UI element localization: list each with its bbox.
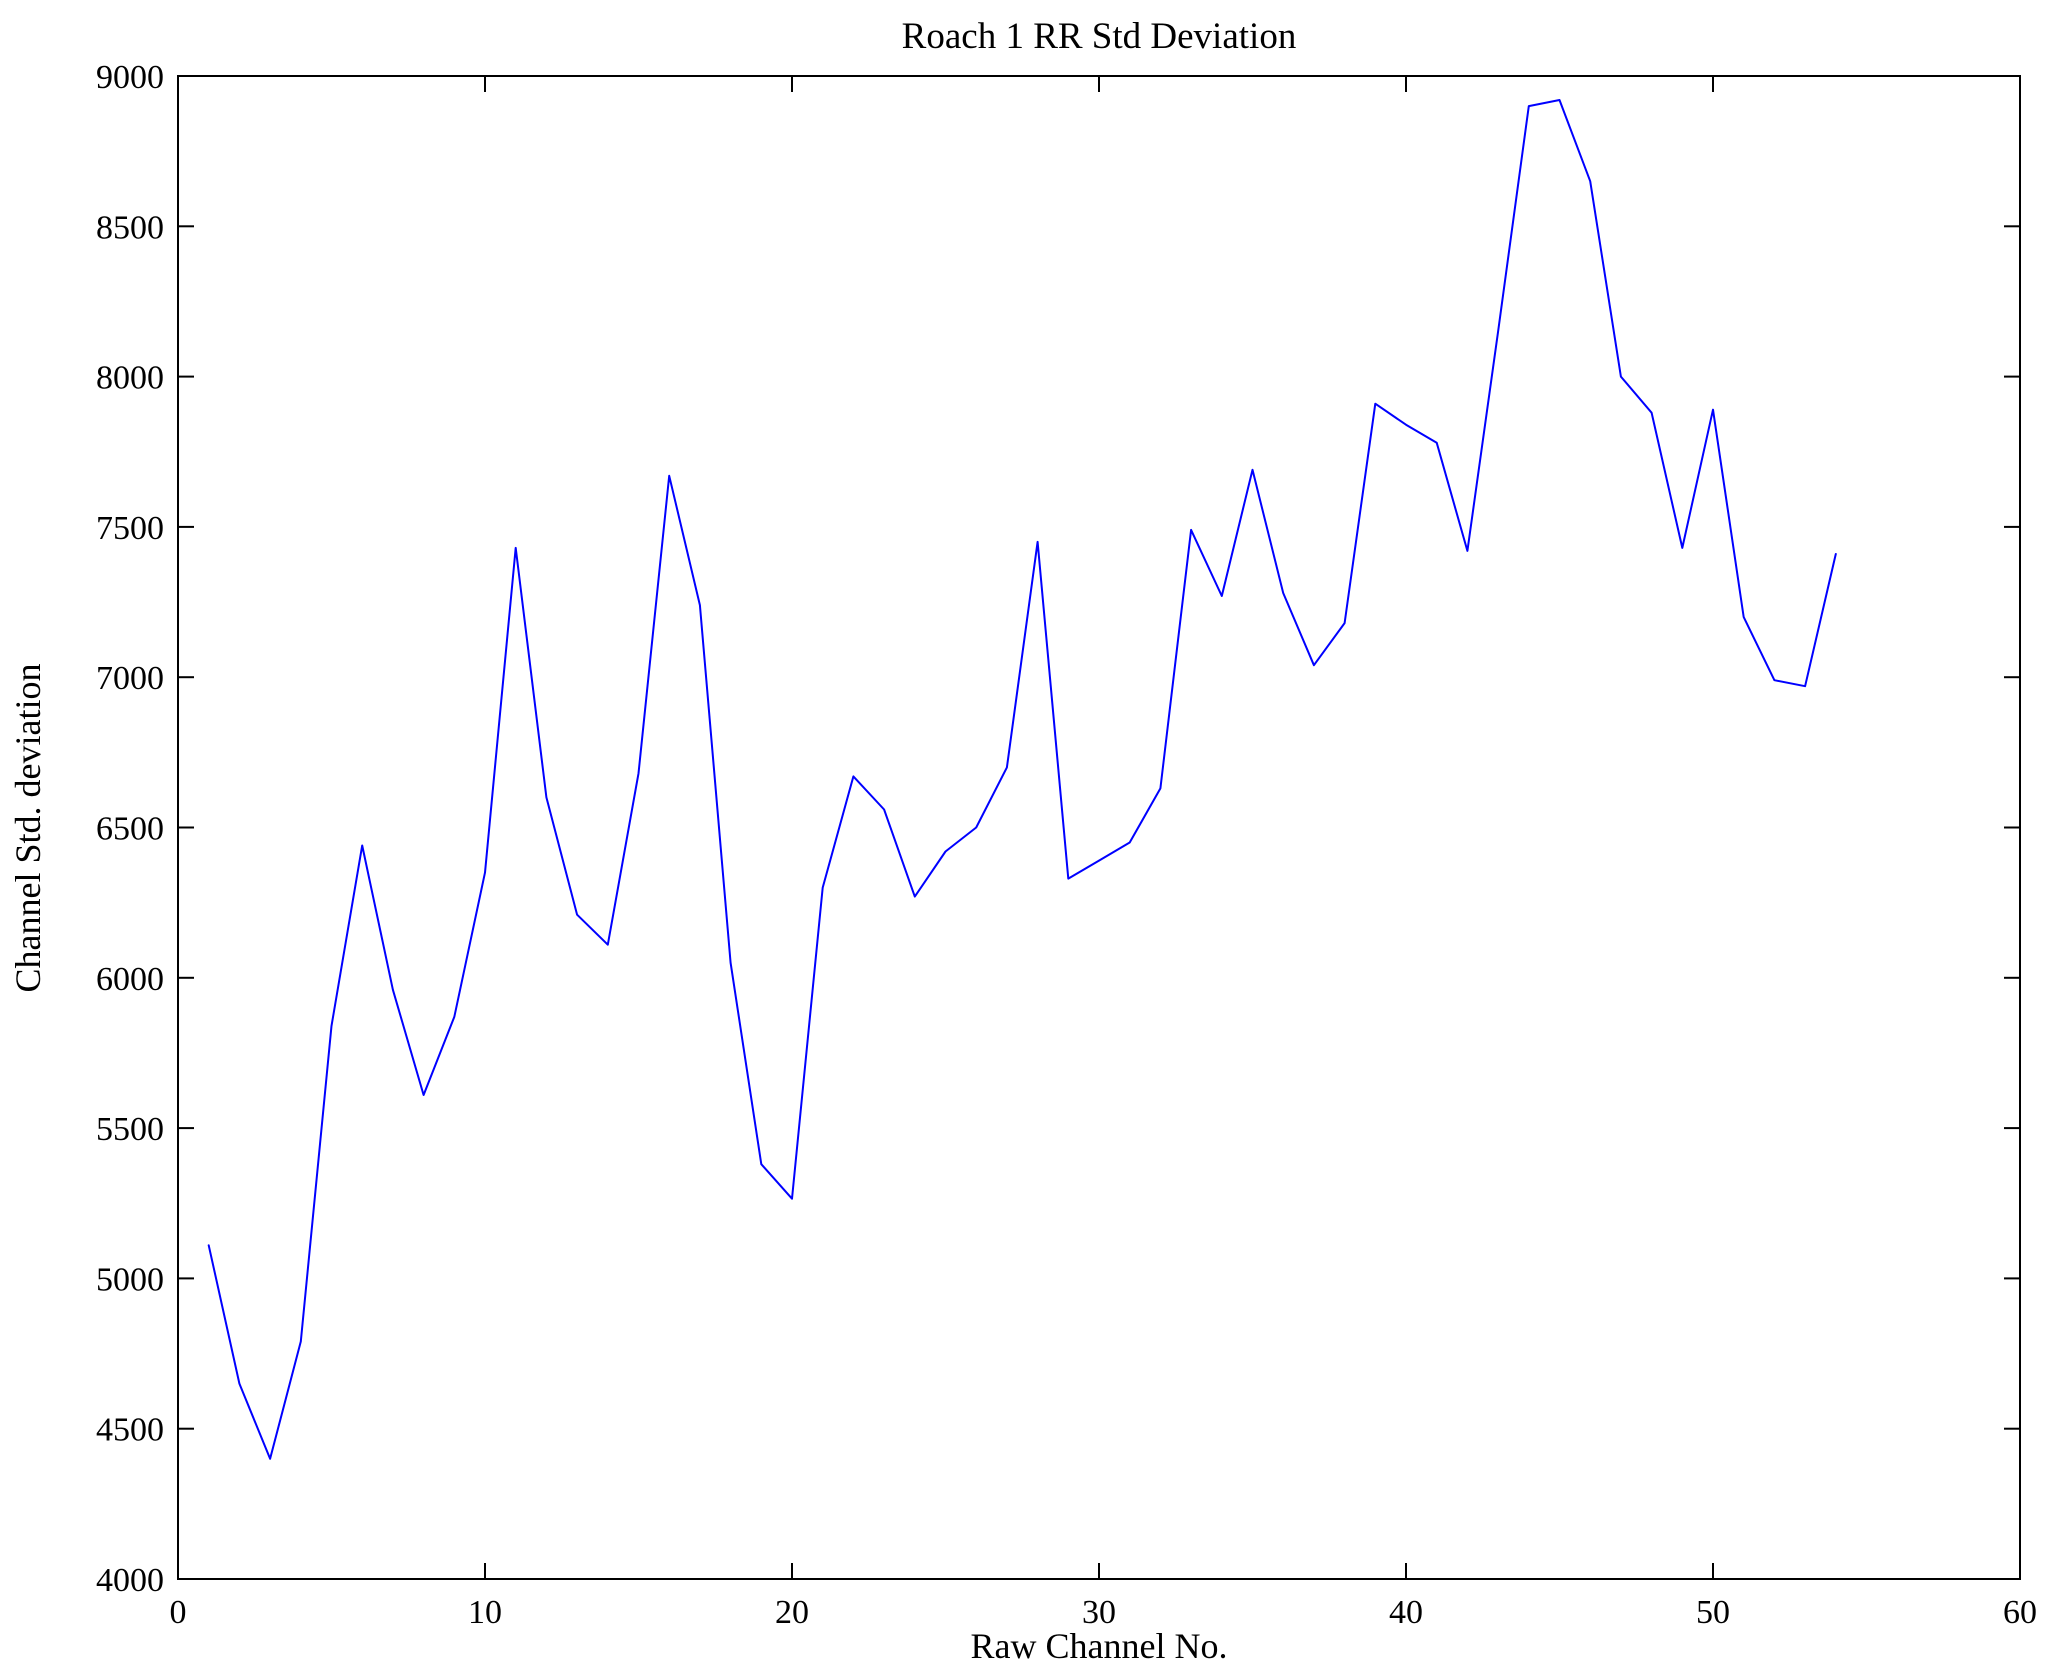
- x-tick-label: 10: [468, 1594, 502, 1631]
- y-tick-label: 8500: [96, 209, 164, 246]
- y-tick-label: 6500: [96, 811, 164, 848]
- x-tick-label: 0: [170, 1594, 187, 1631]
- data-line: [207, 99, 1837, 1460]
- x-tick-label: 30: [1082, 1594, 1116, 1631]
- chart-title: Roach 1 RR Std Deviation: [902, 16, 1297, 57]
- y-tick-label: 8000: [96, 360, 164, 397]
- y-axis-label: Channel Std. deviation: [8, 664, 48, 993]
- x-tick-label: 50: [1696, 1594, 1730, 1631]
- x-tick-label: 20: [775, 1594, 809, 1631]
- y-tick-label: 7500: [96, 510, 164, 547]
- y-tick-label: 4500: [96, 1412, 164, 1449]
- plot-frame: [177, 75, 2021, 1580]
- y-tick-label: 4000: [96, 1562, 164, 1599]
- x-tick-label: 60: [2003, 1594, 2037, 1631]
- x-axis-label: Raw Channel No.: [971, 1626, 1228, 1666]
- x-tick-label: 40: [1389, 1594, 1423, 1631]
- y-tick-label: 7000: [96, 660, 164, 697]
- y-tick-label: 5500: [96, 1111, 164, 1148]
- y-tick-label: 5000: [96, 1261, 164, 1298]
- y-tick-label: 6000: [96, 961, 164, 998]
- plot-area: 0 10 20 30 40 50 60 4000 4500 5000 5500 6000 6500 700…: [96, 59, 2037, 1631]
- y-tick-label: 9000: [96, 59, 164, 96]
